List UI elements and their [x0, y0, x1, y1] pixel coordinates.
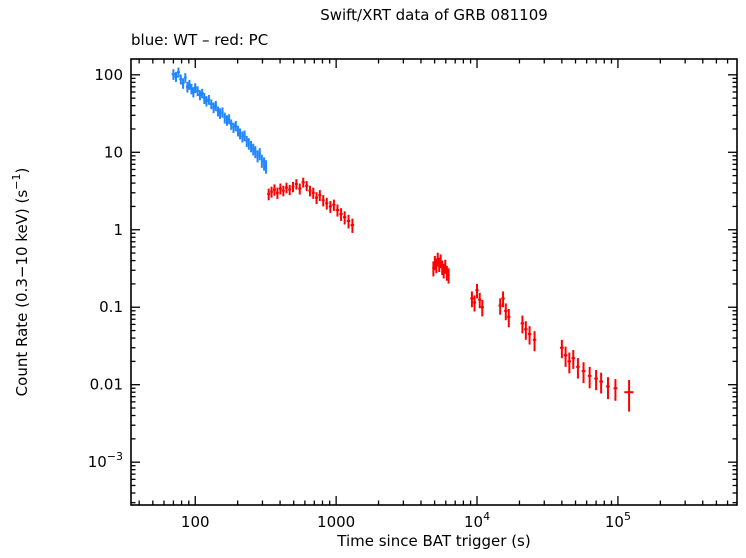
y-tick-label: 10−3 — [88, 450, 123, 471]
plot-frame — [130, 58, 738, 506]
x-tick-label: 105 — [605, 510, 631, 531]
wt-series — [171, 67, 268, 174]
axis-ticks — [131, 59, 737, 505]
chart-title: Swift/XRT data of GRB 081109 — [320, 6, 548, 24]
y-axis-label: Count Rate (0.3−10 keV) (s−1) — [10, 168, 31, 397]
y-tick-label: 100 — [94, 66, 123, 84]
pc-series — [267, 177, 634, 412]
x-tick-label: 1000 — [317, 513, 355, 531]
y-tick-label: 1 — [113, 221, 123, 239]
axis-tick-labels: 100 1000 104 105 100 10 1 0.1 0.01 10−3 — [88, 66, 631, 531]
x-tick-label: 104 — [464, 510, 490, 531]
x-axis-label: Time since BAT trigger (s) — [337, 532, 531, 550]
chart-legend: blue: WT – red: PC — [131, 31, 269, 49]
y-tick-label: 10 — [104, 143, 123, 161]
y-tick-label: 0.1 — [99, 298, 123, 316]
x-tick-label: 100 — [181, 513, 210, 531]
y-tick-label: 0.01 — [90, 376, 123, 394]
